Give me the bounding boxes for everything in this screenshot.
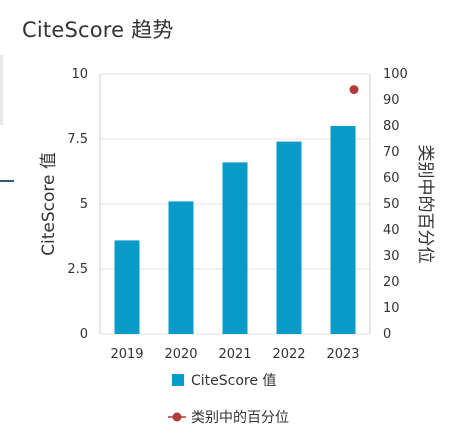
percentile-points — [349, 85, 359, 95]
left-tick-label: 10 — [71, 67, 88, 82]
left-tick-label: 2.5 — [67, 262, 88, 277]
bar-2019 — [114, 240, 140, 334]
right-tick-label: 90 — [383, 93, 400, 108]
side-panel-edge — [0, 55, 3, 125]
right-tick-label: 50 — [383, 197, 400, 212]
right-tick-label: 30 — [383, 249, 400, 264]
legend-label-percentile: 类别中的百分位 — [191, 410, 289, 426]
x-tick-label: 2020 — [164, 347, 197, 362]
x-tick-label: 2019 — [110, 347, 143, 362]
side-panel-marker — [0, 180, 14, 182]
right-tick-label: 80 — [383, 119, 400, 134]
left-tick-label: 7.5 — [67, 132, 88, 147]
bars — [114, 126, 356, 334]
x-tick-label: 2022 — [272, 347, 305, 362]
plot-frame — [99, 74, 371, 334]
right-tick-label: 20 — [383, 275, 400, 290]
x-tick-label: 2021 — [218, 347, 251, 362]
right-tick-label: 70 — [383, 145, 400, 160]
bar-2022 — [276, 141, 302, 334]
left-tick-label: 5 — [80, 197, 88, 212]
bar-2023 — [330, 126, 356, 334]
right-tick-label: 10 — [383, 301, 400, 316]
bar-2021 — [222, 162, 248, 334]
right-axis-ticks: 0 10 20 30 40 50 60 70 80 90 100 — [383, 67, 408, 342]
chart-title: CiteScore 趋势 — [22, 18, 174, 42]
x-tick-label: 2023 — [326, 347, 359, 362]
right-tick-label: 60 — [383, 171, 400, 186]
right-tick-label: 100 — [383, 67, 408, 82]
left-axis-label: CiteScore 值 — [39, 152, 59, 256]
legend-swatch-citescore — [172, 374, 184, 386]
legend-marker-percentile — [172, 412, 182, 422]
left-axis-ticks: 0 2.5 5 7.5 10 — [67, 67, 88, 342]
percentile-point-2023 — [349, 85, 359, 95]
right-tick-label: 40 — [383, 223, 400, 238]
bar-2020 — [168, 201, 194, 334]
right-tick-label: 0 — [383, 327, 391, 342]
legend-label-citescore: CiteScore 值 — [191, 373, 276, 389]
x-axis-ticks: 2019 2020 2021 2022 2023 — [110, 347, 359, 362]
left-tick-label: 0 — [80, 327, 88, 342]
right-axis-label: 类别中的百分位 — [415, 145, 435, 264]
